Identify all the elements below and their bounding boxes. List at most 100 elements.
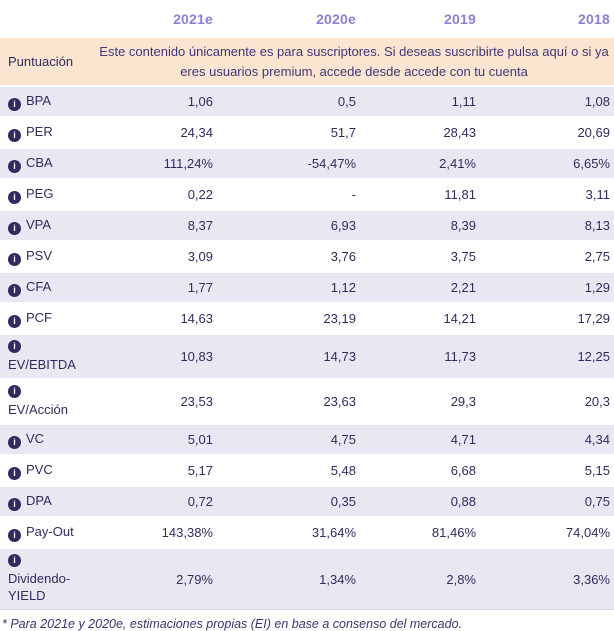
metric-row: i PER 24,34 51,7 28,43 20,69	[0, 117, 614, 148]
metric-row: i VPA 8,37 6,93 8,39 8,13	[0, 210, 614, 241]
metric-value-2019: 4,71	[360, 424, 480, 455]
metric-value-2019: 6,68	[360, 455, 480, 486]
info-icon[interactable]: i	[8, 98, 21, 111]
metric-value-2021e: 24,34	[96, 117, 217, 148]
metric-value-2019: 29,3	[360, 379, 480, 424]
info-icon[interactable]: i	[8, 315, 21, 328]
metric-row: i CBA 111,24% -54,47% 2,41% 6,65%	[0, 148, 614, 179]
metric-value-2018: 12,25	[480, 334, 614, 379]
metric-value-2021e: 0,72	[96, 486, 217, 517]
info-icon[interactable]: i	[8, 340, 21, 353]
metric-value-2018: 17,29	[480, 303, 614, 334]
metric-label: EV/EBITDA	[8, 357, 76, 372]
metric-value-2019: 0,88	[360, 486, 480, 517]
metric-label: BPA	[26, 93, 52, 108]
info-icon[interactable]: i	[8, 498, 21, 511]
metric-value-2019: 3,75	[360, 241, 480, 272]
metric-value-2018: 1,08	[480, 86, 614, 117]
metric-row: i EV/Acción 23,53 23,63 29,3 20,3	[0, 379, 614, 424]
metric-value-2019: 2,21	[360, 272, 480, 303]
metric-value-2020e: 3,76	[217, 241, 360, 272]
metric-value-2020e: 51,7	[217, 117, 360, 148]
metric-value-2021e: 1,77	[96, 272, 217, 303]
metric-value-2019: 14,21	[360, 303, 480, 334]
metric-row: i CFA 1,77 1,12 2,21 1,29	[0, 272, 614, 303]
metric-value-2020e: 4,75	[217, 424, 360, 455]
metric-value-2019: 2,41%	[360, 148, 480, 179]
metric-value-2021e: 14,63	[96, 303, 217, 334]
metric-value-2018: 4,34	[480, 424, 614, 455]
metric-value-2021e: 8,37	[96, 210, 217, 241]
metric-label: Dividendo-YIELD	[8, 571, 71, 603]
metric-value-2018: 3,36%	[480, 548, 614, 609]
subscription-message[interactable]: Este contenido únicamente es para suscri…	[96, 38, 614, 86]
metric-value-2018: 0,75	[480, 486, 614, 517]
metric-row: i PVC 5,17 5,48 6,68 5,15	[0, 455, 614, 486]
metric-value-2020e: 1,34%	[217, 548, 360, 609]
metric-column-header	[0, 0, 96, 38]
metric-value-2019: 11,81	[360, 179, 480, 210]
info-icon[interactable]: i	[8, 160, 21, 173]
metric-row: i BPA 1,06 0,5 1,11 1,08	[0, 86, 614, 117]
metric-value-2021e: 1,06	[96, 86, 217, 117]
info-icon[interactable]: i	[8, 385, 21, 398]
info-icon[interactable]: i	[8, 436, 21, 449]
metric-value-2020e: -	[217, 179, 360, 210]
year-header-2018: 2018	[578, 11, 610, 27]
metric-row: i PEG 0,22 - 11,81 3,11	[0, 179, 614, 210]
metric-value-2021e: 10,83	[96, 334, 217, 379]
info-icon[interactable]: i	[8, 129, 21, 142]
metric-value-2020e: 0,5	[217, 86, 360, 117]
metric-value-2018: 74,04%	[480, 517, 614, 548]
metric-value-2019: 81,46%	[360, 517, 480, 548]
metric-label: CFA	[26, 279, 52, 294]
metric-label: PER	[26, 124, 53, 139]
metric-row: i PSV 3,09 3,76 3,75 2,75	[0, 241, 614, 272]
metric-label: VPA	[26, 217, 52, 232]
info-icon[interactable]: i	[8, 222, 21, 235]
metric-label: EV/Acción	[8, 402, 68, 417]
metric-value-2019: 11,73	[360, 334, 480, 379]
metric-label: PVC	[26, 462, 53, 477]
metric-value-2018: 6,65%	[480, 148, 614, 179]
metric-value-2021e: 111,24%	[96, 148, 217, 179]
metric-value-2018: 2,75	[480, 241, 614, 272]
metric-row: i VC 5,01 4,75 4,71 4,34	[0, 424, 614, 455]
info-icon[interactable]: i	[8, 554, 21, 567]
metric-row: i Pay-Out 143,38% 31,64% 81,46% 74,04%	[0, 517, 614, 548]
info-icon[interactable]: i	[8, 253, 21, 266]
info-icon[interactable]: i	[8, 284, 21, 297]
metric-label: VC	[26, 431, 45, 446]
valuation-table: 2021e 2020e 2019 2018 Puntuación Este co…	[0, 0, 614, 609]
metric-value-2018: 8,13	[480, 210, 614, 241]
metric-label: CBA	[26, 155, 53, 170]
metric-value-2018: 3,11	[480, 179, 614, 210]
metric-value-2020e: 1,12	[217, 272, 360, 303]
metric-value-2020e: 6,93	[217, 210, 360, 241]
metric-value-2020e: 23,63	[217, 379, 360, 424]
year-header-2019: 2019	[444, 11, 476, 27]
metric-label: Pay-Out	[26, 524, 74, 539]
info-icon[interactable]: i	[8, 529, 21, 542]
metric-value-2021e: 0,22	[96, 179, 217, 210]
metric-value-2020e: 23,19	[217, 303, 360, 334]
metric-value-2020e: 0,35	[217, 486, 360, 517]
info-icon[interactable]: i	[8, 191, 21, 204]
metric-label: PEG	[26, 186, 54, 201]
metric-value-2020e: -54,47%	[217, 148, 360, 179]
metric-value-2019: 28,43	[360, 117, 480, 148]
metric-row: i DPA 0,72 0,35 0,88 0,75	[0, 486, 614, 517]
metric-value-2018: 20,3	[480, 379, 614, 424]
metric-value-2021e: 2,79%	[96, 548, 217, 609]
metric-value-2018: 20,69	[480, 117, 614, 148]
metric-value-2020e: 14,73	[217, 334, 360, 379]
info-icon[interactable]: i	[8, 467, 21, 480]
metric-value-2020e: 31,64%	[217, 517, 360, 548]
metric-label: PCF	[26, 310, 52, 325]
metric-label: DPA	[26, 493, 52, 508]
metric-label: PSV	[26, 248, 53, 263]
metric-value-2019: 8,39	[360, 210, 480, 241]
metric-row: i PCF 14,63 23,19 14,21 17,29	[0, 303, 614, 334]
metric-value-2018: 5,15	[480, 455, 614, 486]
